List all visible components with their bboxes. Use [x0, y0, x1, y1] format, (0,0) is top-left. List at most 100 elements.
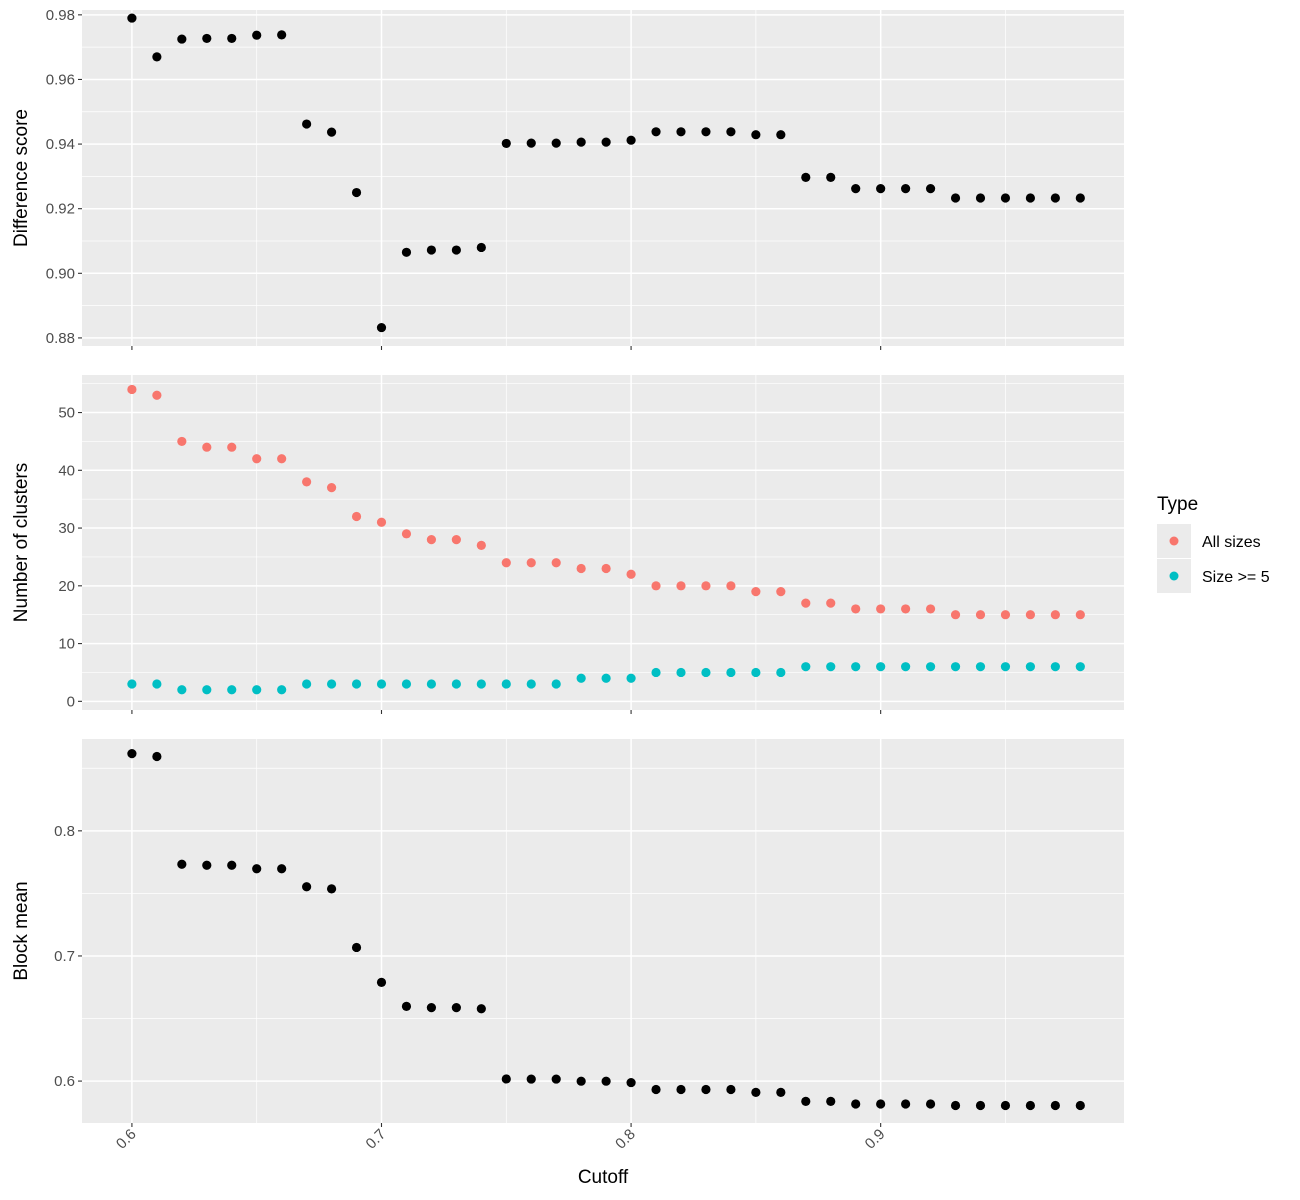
data-point: [302, 882, 312, 892]
data-point: [1000, 193, 1011, 203]
data-point: [476, 1004, 486, 1014]
data-point: [651, 127, 661, 137]
data-point: [851, 184, 861, 194]
data-point: [601, 137, 611, 147]
y-tick-label: 0.7: [54, 948, 75, 965]
x-axis: 0.6 0.7 0.8 0.9: [113, 1126, 889, 1153]
panel-block-mean: 0.6 0.7 0.8 Block mean: [11, 739, 1124, 1127]
data-point: [1025, 1100, 1036, 1111]
data-point: [975, 1100, 986, 1111]
y-axis-title: Number of clusters: [11, 463, 32, 622]
data-point: [626, 1077, 636, 1088]
data-point: [651, 1084, 661, 1095]
y-axis-title: Difference score: [11, 109, 32, 247]
data-point: [851, 1099, 861, 1109]
legend-title: Type: [1157, 494, 1198, 515]
data-point: [626, 673, 636, 683]
data-point: [177, 859, 187, 869]
data-point: [726, 127, 736, 137]
data-point: [152, 52, 162, 62]
data-point: [476, 242, 486, 253]
y-tick-label: 10: [58, 636, 75, 653]
data-point: [776, 586, 786, 597]
data-point: [177, 436, 187, 447]
legend-label-size-ge-5: Size >= 5: [1202, 569, 1270, 586]
data-point: [302, 119, 312, 129]
data-point: [401, 247, 412, 257]
data-point: [676, 127, 686, 137]
x-tick-label: 0.7: [363, 1126, 390, 1153]
panel-background: [82, 375, 1124, 710]
data-point: [1050, 193, 1060, 203]
data-point: [302, 679, 312, 689]
data-point: [252, 454, 262, 464]
data-point: [451, 1003, 461, 1013]
data-point: [277, 30, 287, 40]
data-point: [826, 598, 836, 608]
y-tick-label: 50: [58, 405, 75, 422]
data-point: [701, 581, 711, 591]
data-point: [202, 685, 212, 695]
data-point: [626, 569, 636, 579]
data-point: [501, 1074, 511, 1084]
y-tick-label: 0.8: [54, 823, 75, 840]
data-point: [252, 30, 262, 40]
data-point: [227, 685, 237, 695]
data-point: [351, 511, 362, 522]
data-point: [776, 130, 786, 140]
data-point: [177, 34, 187, 44]
data-point: [876, 662, 886, 672]
data-point: [277, 685, 287, 695]
y-tick-label: 0.94: [46, 136, 75, 153]
data-point: [152, 679, 162, 689]
data-point: [127, 384, 137, 395]
data-point: [376, 517, 387, 527]
data-point: [1000, 610, 1011, 620]
data-point: [551, 679, 561, 689]
data-point: [601, 563, 611, 574]
data-point: [526, 138, 536, 148]
data-point: [751, 130, 761, 140]
data-point: [1050, 662, 1060, 672]
data-point: [776, 1087, 786, 1097]
data-point: [526, 558, 536, 568]
legend-key-size-ge-5: [1169, 571, 1179, 581]
data-point: [851, 604, 861, 614]
data-point: [726, 667, 736, 678]
data-point: [676, 667, 686, 678]
data-point: [177, 685, 187, 695]
data-point: [326, 127, 337, 137]
data-point: [975, 610, 986, 620]
data-point: [127, 13, 137, 23]
data-point: [851, 662, 861, 672]
data-point: [876, 604, 886, 614]
data-point: [1075, 1100, 1085, 1111]
y-axis-title: Block mean: [11, 881, 32, 980]
data-point: [127, 749, 137, 759]
data-point: [451, 535, 461, 545]
data-point: [451, 245, 461, 255]
y-tick-label: 20: [58, 578, 75, 595]
data-point: [426, 245, 437, 255]
data-point: [501, 679, 511, 689]
data-point: [901, 604, 911, 614]
data-point: [526, 679, 536, 689]
data-point: [202, 442, 212, 452]
data-point: [925, 604, 936, 614]
data-point: [1075, 610, 1085, 620]
data-point: [426, 535, 437, 545]
y-tick-label: 0.88: [46, 330, 75, 347]
data-point: [376, 679, 387, 689]
data-point: [925, 1099, 936, 1109]
panel-background: [82, 739, 1124, 1123]
data-point: [1050, 610, 1060, 620]
data-point: [576, 1076, 586, 1086]
data-point: [801, 1096, 811, 1106]
data-point: [950, 610, 961, 620]
data-point: [152, 390, 162, 400]
data-point: [202, 33, 212, 44]
y-tick-label: 0.98: [46, 7, 75, 24]
data-point: [376, 977, 387, 987]
data-point: [252, 864, 262, 874]
data-point: [227, 33, 237, 44]
